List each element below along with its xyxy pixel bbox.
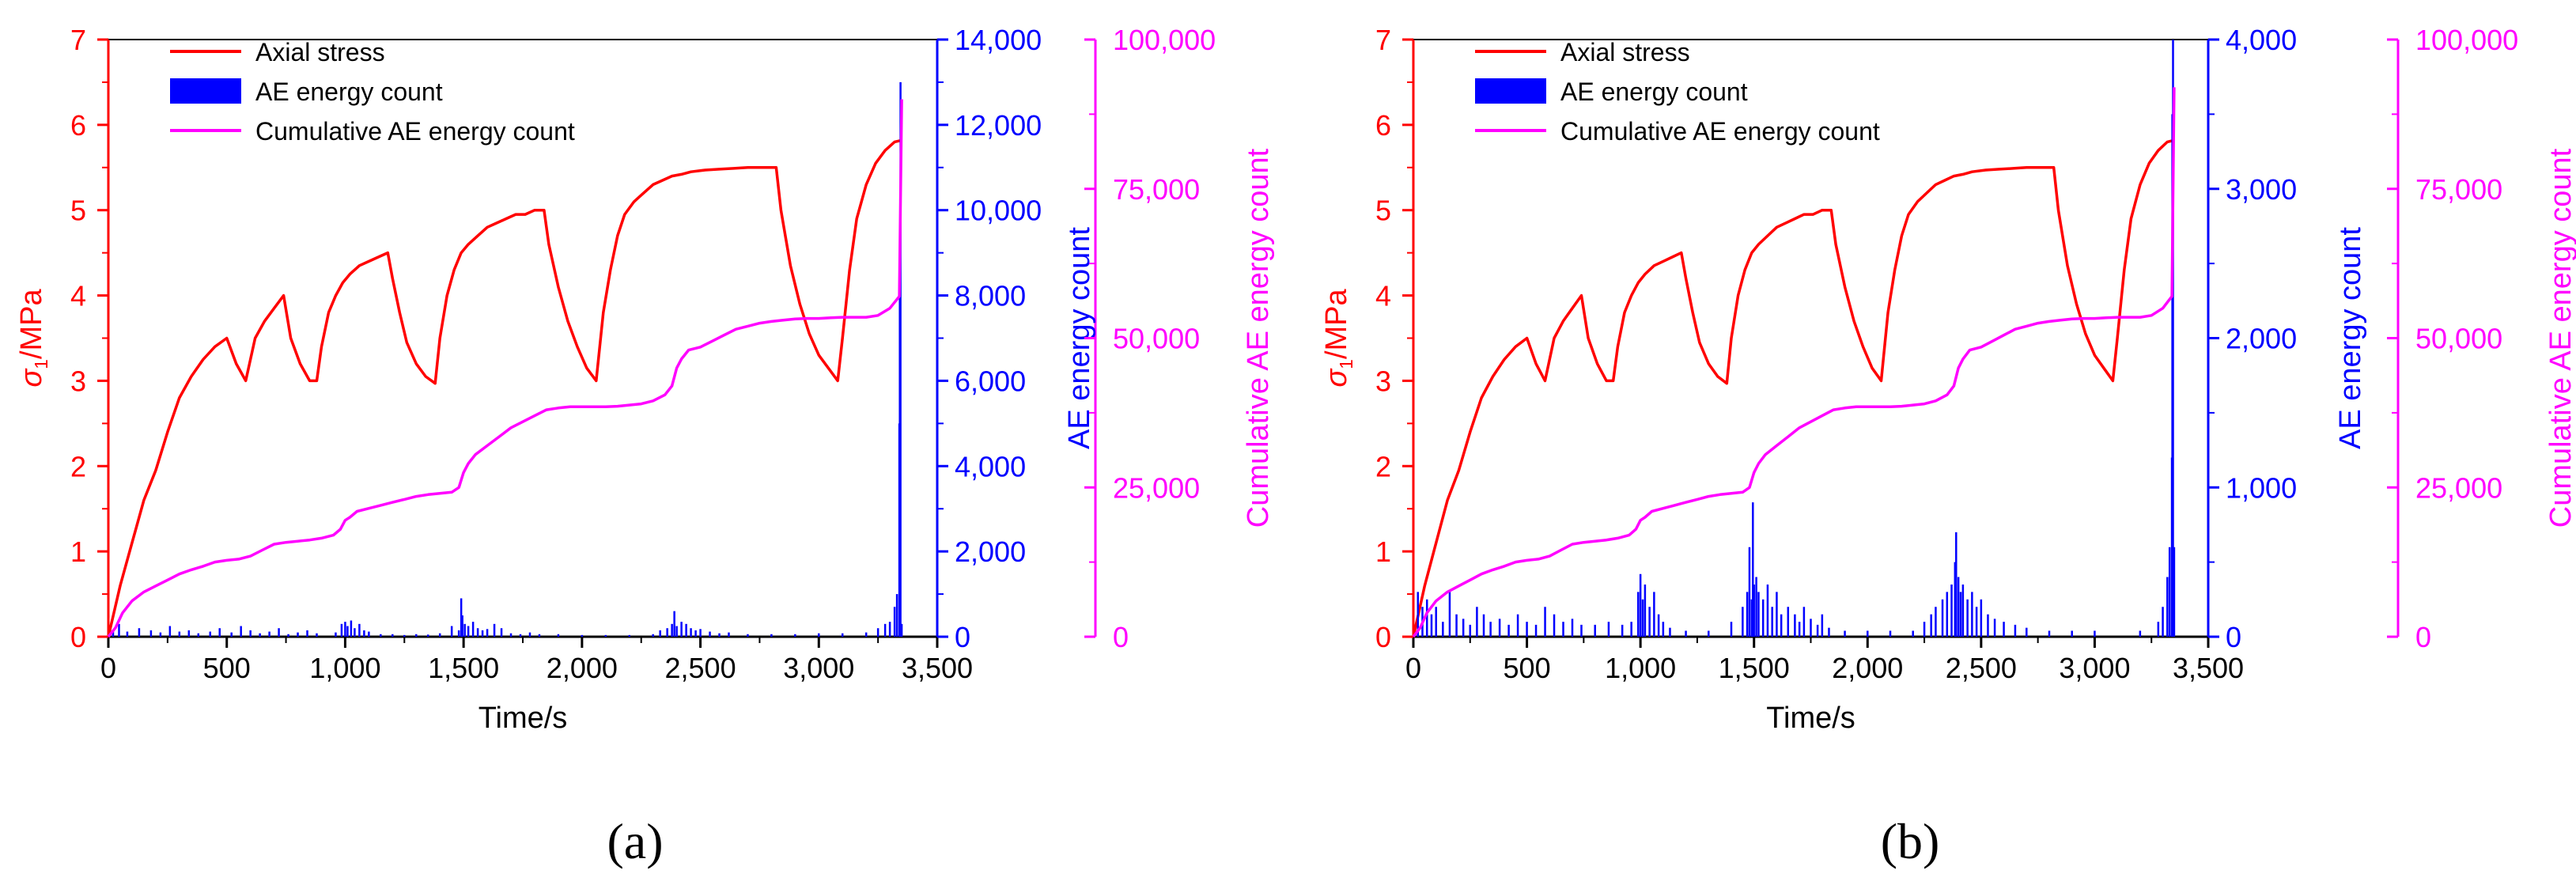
left-tick-label: 6: [70, 109, 86, 142]
axial-stress-line: [107, 138, 902, 638]
legend-label: AE energy count: [1560, 78, 1748, 106]
left-tick-label: 7: [1375, 24, 1391, 56]
left-tick-label: 6: [1375, 109, 1391, 142]
right-tick-label-cumulative: 25,000: [1113, 471, 1200, 504]
left-tick-label: 2: [70, 450, 86, 482]
right-tick-label-cumulative: 100,000: [1113, 24, 1216, 56]
sigma-subscript: 1: [31, 359, 51, 369]
panel-b: 0 500 1,000 1,500 2,000 2,500 3,000 3,500Time/s…: [1320, 24, 2576, 869]
x-tick-label: 1,000: [1605, 652, 1676, 684]
x-tick-label: 2,000: [547, 652, 618, 684]
legend-label: Axial stress: [1560, 38, 1690, 66]
right-tick-label-energy: 14,000: [955, 24, 1042, 56]
right-axis-label-cumulative: Cumulative AE energy count: [2544, 148, 2576, 528]
x-tick-label: 1,500: [428, 652, 499, 684]
x-tick-label: 2,500: [1946, 652, 2017, 684]
legend-label: Axial stress: [255, 38, 385, 66]
right-tick-label-energy: 0: [955, 621, 970, 653]
ae-energy-bars: [112, 81, 903, 637]
right-tick-label-energy: 3,000: [2226, 173, 2297, 206]
x-tick-label: 0: [1405, 652, 1421, 684]
x-tick-label: 1,500: [1719, 652, 1790, 684]
x-axis-label: Time/s: [479, 702, 568, 735]
left-tick-label: 3: [1375, 365, 1391, 397]
left-tick-label: 5: [70, 195, 86, 227]
axial-stress-line: [1412, 138, 2175, 638]
legend: Axial stress AE energy count Cumulative AE…: [1475, 38, 1880, 146]
x-tick-label: 2,500: [665, 652, 736, 684]
right-tick-label-energy: 12,000: [955, 109, 1042, 142]
right-tick-label-cumulative: 75,000: [1113, 173, 1200, 206]
sigma-symbol: σ: [15, 368, 48, 388]
x-tick-label: 500: [1504, 652, 1551, 684]
right-tick-label-cumulative: 75,000: [2415, 173, 2502, 206]
right-tick-label-energy: 2,000: [2226, 323, 2297, 355]
x-tick-label: 500: [203, 652, 251, 684]
right-tick-label-cumulative: 0: [2415, 621, 2431, 653]
x-tick-label: 3,500: [2173, 652, 2244, 684]
right-tick-label-cumulative: 0: [1113, 621, 1129, 653]
x-axis-label: Time/s: [1766, 702, 1855, 735]
right-tick-label-cumulative: 50,000: [2415, 323, 2502, 355]
left-tick-label: 0: [1375, 621, 1391, 653]
left-axis-label: σ1/MPa: [15, 288, 51, 387]
right-tick-label-energy: 1,000: [2226, 471, 2297, 504]
right-tick-label-energy: 0: [2226, 621, 2241, 653]
panel-label: (b): [1881, 813, 1940, 869]
legend-swatch-bar: [1475, 78, 1546, 104]
left-tick-label: 7: [70, 24, 86, 56]
legend-swatch-bar: [170, 78, 241, 104]
stress-unit: /MPa: [15, 288, 48, 359]
legend-label: AE energy count: [255, 78, 443, 106]
left-tick-label: 2: [1375, 450, 1391, 482]
panel-a: 0 500 1,000 1,500 2,000 2,500 3,000 3,500Time/s…: [15, 24, 1275, 869]
x-tick-label: 3,000: [783, 652, 854, 684]
right-tick-label-energy: 4,000: [2226, 24, 2297, 56]
x-tick-label: 1,000: [309, 652, 380, 684]
x-tick-label: 0: [100, 652, 116, 684]
sigma-subscript: 1: [1336, 359, 1356, 369]
left-tick-label: 4: [1375, 280, 1391, 312]
right-tick-label-cumulative: 25,000: [2415, 471, 2502, 504]
left-axis-label: σ1/MPa: [1320, 288, 1356, 387]
right-tick-label-energy: 10,000: [955, 195, 1042, 227]
x-tick-label: 3,000: [2059, 652, 2130, 684]
right-tick-label-energy: 6,000: [955, 365, 1026, 397]
legend-label: Cumulative AE energy count: [255, 117, 575, 146]
right-tick-label-cumulative: 50,000: [1113, 323, 1200, 355]
left-tick-label: 1: [70, 535, 86, 568]
left-tick-label: 4: [70, 280, 86, 312]
right-tick-label-energy: 2,000: [955, 535, 1026, 568]
legend: Axial stress AE energy count Cumulative AE…: [170, 38, 575, 146]
stress-unit: /MPa: [1320, 288, 1353, 359]
x-tick-label: 2,000: [1832, 652, 1903, 684]
left-tick-label: 5: [1375, 195, 1391, 227]
right-axis-label-energy: AE energy count: [2334, 227, 2367, 449]
cumulative-ae-line: [1412, 87, 2176, 638]
left-tick-label: 1: [1375, 535, 1391, 568]
panel-label: (a): [607, 813, 663, 869]
sigma-symbol: σ: [1320, 368, 1353, 388]
right-tick-label-cumulative: 100,000: [2415, 24, 2518, 56]
right-tick-label-energy: 8,000: [955, 280, 1026, 312]
legend-label: Cumulative AE energy count: [1560, 117, 1880, 146]
cumulative-ae-line: [107, 99, 903, 638]
right-tick-label-energy: 4,000: [955, 450, 1026, 482]
x-tick-label: 3,500: [902, 652, 973, 684]
left-tick-label: 3: [70, 365, 86, 397]
right-axis-label-cumulative: Cumulative AE energy count: [1242, 148, 1275, 528]
left-tick-label: 0: [70, 621, 86, 653]
